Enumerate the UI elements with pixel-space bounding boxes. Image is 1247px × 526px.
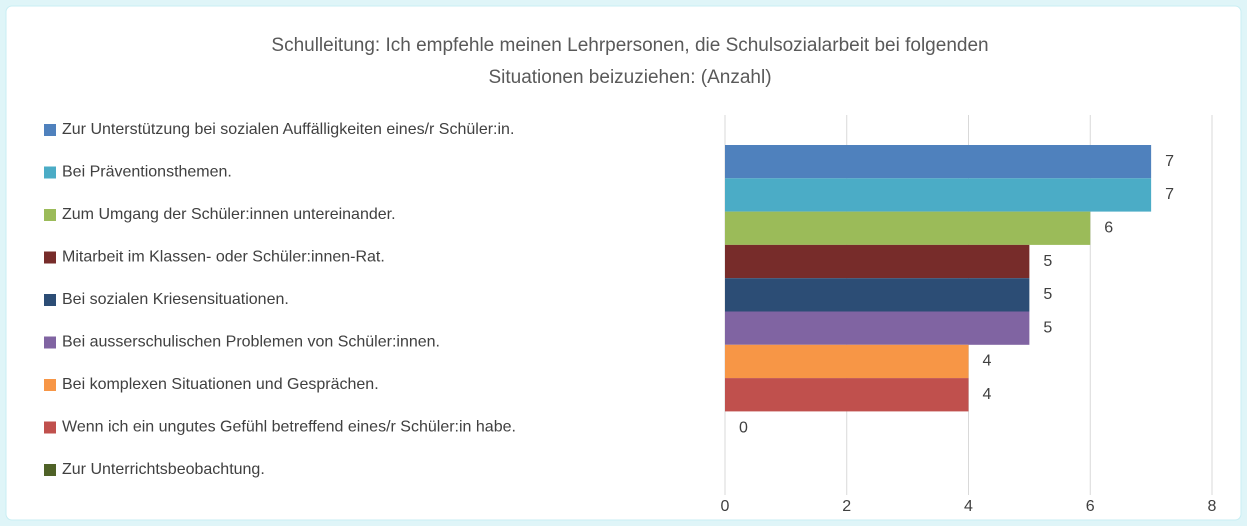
legend-label: Bei komplexen Situationen und Gesprächen… [62, 376, 379, 393]
x-tick-label: 6 [1086, 498, 1095, 515]
legend-label: Bei ausserschulischen Problemen von Schü… [62, 334, 440, 351]
legend-swatch [44, 464, 56, 476]
chart-title: Schulleitung: Ich empfehle meinen Lehrpe… [271, 35, 988, 56]
legend-swatch [44, 336, 56, 349]
data-label: 4 [983, 386, 992, 403]
legend-swatch [44, 294, 56, 306]
x-tick-label: 8 [1208, 498, 1217, 515]
bar [725, 278, 1030, 312]
legend-label: Mitarbeit im Klassen- oder Schüler:innen… [62, 249, 385, 266]
legend-swatch [44, 166, 56, 179]
legend-label: Zur Unterstützung bei sozialen Auffällig… [62, 121, 514, 138]
x-tick-label: 2 [842, 498, 851, 515]
bar [725, 145, 1152, 179]
legend-label: Zum Umgang der Schüler:innen untereinand… [62, 206, 396, 223]
data-label: 5 [1043, 286, 1052, 303]
legend-swatch [44, 421, 56, 434]
data-label: 6 [1104, 219, 1113, 236]
legend-swatch [44, 379, 56, 391]
legend-label: Zur Unterrichtsbeobachtung. [62, 461, 265, 478]
data-label: 7 [1165, 186, 1174, 203]
data-label: 4 [983, 353, 992, 370]
x-tick-label: 4 [964, 498, 973, 515]
bar [725, 344, 969, 379]
data-label: 5 [1043, 253, 1052, 270]
bar [725, 211, 1091, 245]
legend-label: Bei Präventionsthemen. [62, 164, 232, 181]
bar [725, 178, 1152, 212]
data-label: 7 [1165, 153, 1174, 170]
chart-title: Situationen beizuziehen: (Anzahl) [488, 67, 771, 88]
legend-label: Wenn ich ein ungutes Gefühl betreffend e… [62, 419, 516, 436]
legend-label: Bei sozialen Kriesensituationen. [62, 291, 289, 308]
legend-swatch [44, 124, 56, 136]
x-tick-label: 0 [721, 498, 730, 515]
bar [725, 311, 1030, 345]
data-label: 0 [739, 419, 748, 436]
legend-swatch [44, 209, 56, 221]
bar [725, 244, 1030, 279]
legend-swatch [44, 251, 56, 264]
data-label: 5 [1043, 319, 1052, 336]
bar [725, 378, 969, 412]
